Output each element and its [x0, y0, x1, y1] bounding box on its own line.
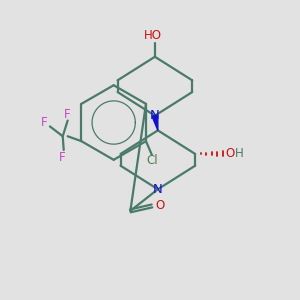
Text: N: N — [153, 183, 163, 196]
Text: N: N — [150, 109, 160, 122]
Text: F: F — [58, 152, 65, 164]
Polygon shape — [152, 115, 158, 130]
Text: Cl: Cl — [146, 154, 158, 167]
Text: F: F — [64, 108, 71, 121]
Text: O: O — [226, 147, 235, 161]
Text: O: O — [155, 200, 164, 212]
Text: F: F — [41, 116, 47, 129]
Text: HO: HO — [144, 29, 162, 42]
Text: H: H — [234, 147, 243, 161]
